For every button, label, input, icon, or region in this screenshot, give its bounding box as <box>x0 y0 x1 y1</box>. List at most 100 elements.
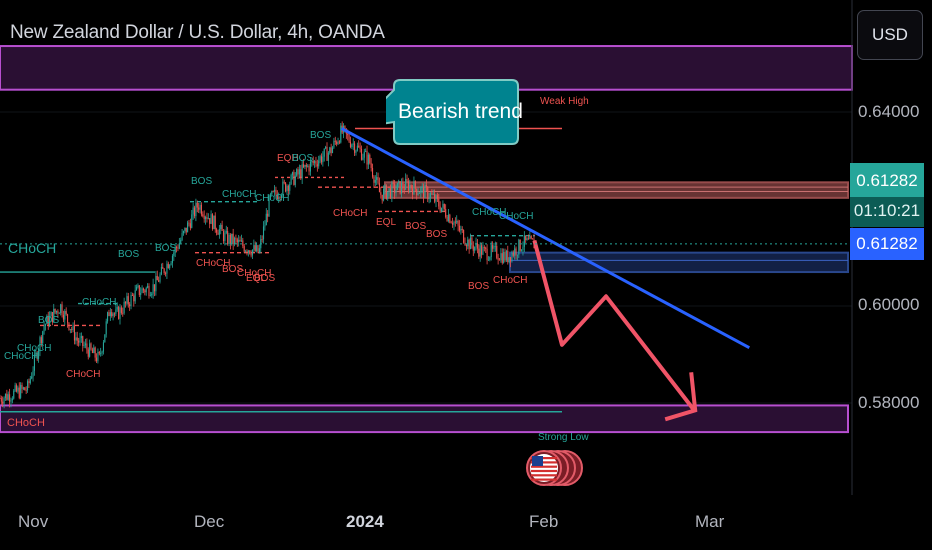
candle-body <box>359 147 361 150</box>
candle-body <box>505 250 507 261</box>
candle-body <box>496 245 498 258</box>
time-tick: Mar <box>695 512 725 531</box>
candle-body <box>425 184 427 188</box>
candle-body <box>400 182 403 194</box>
candle-body <box>254 245 256 252</box>
candle-body <box>235 237 237 240</box>
candle-body <box>452 222 454 225</box>
candle-body <box>363 151 365 158</box>
candle-body <box>133 295 135 302</box>
candle-body <box>512 252 514 256</box>
candle-body <box>4 393 7 399</box>
structure-label: CHoCH <box>499 211 534 222</box>
candle-body <box>257 245 259 253</box>
candle-body <box>22 387 24 389</box>
candle-body <box>251 249 254 256</box>
candle-body <box>205 217 207 220</box>
candle-body <box>199 204 201 210</box>
candle-body <box>71 329 73 330</box>
candle-body <box>93 347 95 354</box>
candle-body <box>395 189 397 194</box>
candle-body <box>162 266 164 269</box>
candle-body <box>28 381 30 384</box>
candle-body <box>55 310 58 313</box>
candle-body <box>200 204 202 215</box>
candle-body <box>406 178 408 182</box>
candle-body <box>298 169 300 175</box>
candle-body <box>228 234 230 244</box>
candle-body <box>159 274 161 282</box>
candle-body <box>195 202 197 217</box>
candle-body <box>427 187 429 200</box>
candle-body <box>51 312 53 323</box>
candle-body <box>323 148 325 157</box>
candle-body <box>278 197 280 200</box>
candle-body <box>314 161 316 163</box>
candle-body <box>40 337 42 344</box>
candle-body <box>507 250 509 263</box>
candle-body <box>371 167 374 177</box>
candle-body <box>176 246 178 248</box>
structure-label: CHoCH <box>333 208 368 219</box>
candle-body <box>312 161 314 163</box>
structure-label: CHoCH <box>222 189 257 200</box>
candle-body <box>527 238 530 240</box>
callout-bubble <box>386 79 519 145</box>
candle-body <box>438 198 440 207</box>
candle-body <box>180 240 182 243</box>
candle-body <box>309 161 311 172</box>
candle-body <box>2 401 4 404</box>
candle-body <box>431 193 433 195</box>
candle-body <box>191 214 193 228</box>
flag-stripe <box>531 457 557 460</box>
candle-body <box>424 184 426 198</box>
candle-body <box>489 256 491 260</box>
candle-body <box>156 275 158 281</box>
countdown-badge: 01:10:21 <box>850 197 924 227</box>
candle-body <box>82 336 84 346</box>
candle-body <box>35 352 37 355</box>
candle-body <box>307 165 309 167</box>
candle-body <box>417 193 419 195</box>
candle-body <box>271 191 273 195</box>
candle-body <box>285 182 287 192</box>
candle-body <box>33 354 35 371</box>
candle-body <box>450 222 452 224</box>
candle-body <box>67 314 69 323</box>
candle-body <box>231 233 233 244</box>
candle-body <box>392 182 394 184</box>
candle-body <box>421 186 423 188</box>
candle-body <box>73 325 76 341</box>
candle-body <box>461 228 463 230</box>
candle-body <box>181 233 183 241</box>
candle-body <box>61 304 63 316</box>
time-tick: Nov <box>18 512 49 531</box>
currency-button[interactable]: USD <box>857 10 923 60</box>
candle-body <box>193 207 196 217</box>
candle-body <box>232 233 234 245</box>
candle-body <box>453 221 455 225</box>
candle-body <box>287 185 289 191</box>
candle-body <box>337 141 339 145</box>
candle-body <box>109 312 111 317</box>
candle-body <box>460 228 462 231</box>
candle-body <box>256 245 258 252</box>
candle-body <box>39 337 41 351</box>
candle-body <box>383 189 385 201</box>
structure-label: BOS <box>118 249 140 260</box>
candle-body <box>409 184 411 191</box>
candle-body <box>58 313 60 314</box>
structure-label: CHoCH <box>255 193 290 204</box>
candle-body <box>184 227 186 232</box>
candle-body <box>24 387 26 391</box>
candle-body <box>290 174 292 185</box>
structure-label: CHoCH <box>493 275 528 286</box>
candle-body <box>11 398 13 401</box>
candle-body <box>177 247 179 249</box>
candle-body <box>376 177 378 180</box>
candle-body <box>439 206 441 212</box>
flag-canton <box>532 456 543 466</box>
candle-body <box>202 214 204 217</box>
candle-body <box>163 268 165 274</box>
